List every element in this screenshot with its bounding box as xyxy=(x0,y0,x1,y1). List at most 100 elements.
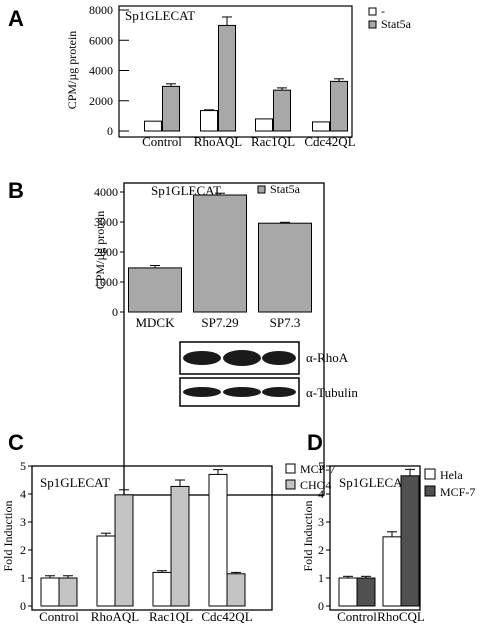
y-axis-label-a: CPM/µg protein xyxy=(65,31,79,110)
x-tick-label-b: MDCK xyxy=(135,315,175,330)
y-axis-label-b: CPM/µg protein xyxy=(93,211,107,290)
y-tick-label-c: 0 xyxy=(20,599,26,613)
bar-c-0-2 xyxy=(152,571,172,607)
y-tick-label-d: 1 xyxy=(318,571,324,585)
y-tick-label-b: 2000 xyxy=(94,245,118,259)
y-tick-label-d: 3 xyxy=(318,515,324,529)
y-tick-label-d: 5 xyxy=(318,459,324,473)
bar-b-0-0 xyxy=(128,267,182,313)
legend-swatch-c-0 xyxy=(285,463,296,474)
bar-a-1-2 xyxy=(273,89,291,132)
y-tick-label-a: 4000 xyxy=(89,64,113,78)
y-tick-label-c: 2 xyxy=(20,543,26,557)
y-tick-label-a: 2000 xyxy=(89,94,113,108)
chart-title-c: Sp1GLECAT xyxy=(40,475,110,490)
plot-frame-a xyxy=(118,5,353,138)
plot-frame-c xyxy=(31,465,273,611)
blot-rhoa-band-3 xyxy=(262,351,296,365)
chart-b: 0 1000 2000 3000 4000 CPM/µg protein Sp1GLECAT… xyxy=(93,182,325,496)
legend-label-b-0: Stat5a xyxy=(270,182,301,196)
blot-rhoa-band-1 xyxy=(183,351,221,365)
blot-label-rhoa: α-RhoA xyxy=(306,350,349,365)
x-tick-label-b: SP7.3 xyxy=(270,315,301,330)
legend-swatch-c-1 xyxy=(285,479,296,490)
legend-label-d-0: Hela xyxy=(440,468,463,482)
y-tick-label-b: 0 xyxy=(112,305,118,319)
x-tick-label-c: Control xyxy=(39,609,79,624)
legend-swatch-d-0 xyxy=(424,468,436,480)
bar-c-1-2 xyxy=(170,485,190,607)
bar-d-1-0 xyxy=(356,577,376,607)
x-tick-label-a: Cdc42QL xyxy=(304,134,355,149)
blot-tubulin-band-3 xyxy=(262,387,296,397)
legend-label-d-1: MCF-7 xyxy=(440,485,475,499)
chart-a: 0 2000 4000 6000 8000 CPM/µg protein Sp1GLECAT… xyxy=(65,3,412,149)
panel-letter-a: A xyxy=(8,6,24,31)
bar-c-1-3 xyxy=(226,573,246,607)
bar-d-0-0 xyxy=(338,577,358,607)
legend-label-c-1: CHO4 xyxy=(300,478,331,492)
blot-tubulin-band-2 xyxy=(223,387,261,397)
x-tick-label-d: Control xyxy=(337,609,377,624)
chart-d: 0 1 2 3 4 5 Fold Induction Sp1GLECAT Control RhoC… xyxy=(301,459,475,624)
chart-c: 0 1 2 3 4 5 Fold Induction Sp1GLECAT Control RhoA… xyxy=(1,459,335,624)
bar-c-0-1 xyxy=(96,535,116,607)
x-tick-label-c: RhoAQL xyxy=(91,609,139,624)
bar-a-0-3 xyxy=(312,121,330,132)
western-blot: α-RhoA α-Tubulin xyxy=(179,341,358,407)
bar-c-0-0 xyxy=(40,577,60,607)
bar-c-0-3 xyxy=(208,473,228,607)
bar-c-1-1 xyxy=(114,494,134,607)
blot-rhoa-band-2 xyxy=(223,350,261,366)
y-tick-label-c: 3 xyxy=(20,515,26,529)
y-tick-label-c: 4 xyxy=(20,487,26,501)
chart-title-a: Sp1GLECAT xyxy=(125,8,195,23)
bar-c-1-0 xyxy=(58,577,78,607)
bar-b-0-1 xyxy=(193,194,247,313)
blot-label-tubulin: α-Tubulin xyxy=(306,385,358,400)
bar-d-1-1 xyxy=(400,475,420,607)
bar-a-0-0 xyxy=(144,120,162,132)
bar-a-1-0 xyxy=(162,85,180,132)
panel-letter-c: C xyxy=(8,430,24,455)
panel-letter-d: D xyxy=(307,430,323,455)
x-tick-label-c: Cdc42QL xyxy=(201,609,252,624)
y-tick-label-c: 5 xyxy=(20,459,26,473)
bar-a-0-2 xyxy=(255,118,273,132)
legend-swatch-a-0 xyxy=(368,7,377,16)
y-tick-label-b: 3000 xyxy=(94,215,118,229)
panel-letter-b: B xyxy=(8,178,24,203)
bar-a-1-1 xyxy=(218,24,236,132)
legend-label-a-0: - xyxy=(381,4,385,18)
y-tick-label-d: 4 xyxy=(318,487,324,501)
y-tick-label-a: 8000 xyxy=(89,3,113,17)
x-tick-label-a: RhoAQL xyxy=(194,134,242,149)
bar-d-0-1 xyxy=(382,536,402,607)
y-tick-label-b: 4000 xyxy=(94,185,118,199)
legend-swatch-a-1 xyxy=(368,20,377,29)
x-tick-label-a: Control xyxy=(142,134,182,149)
x-tick-label-b: SP7.29 xyxy=(201,315,238,330)
bar-a-1-3 xyxy=(330,80,348,132)
legend-swatch-b-0 xyxy=(257,185,266,194)
y-axis-label-c: Fold Induction xyxy=(1,501,15,572)
y-tick-label-a: 0 xyxy=(107,124,113,138)
y-tick-label-a: 6000 xyxy=(89,33,113,47)
y-axis-label-d: Fold Induction xyxy=(301,501,315,572)
legend-swatch-d-1 xyxy=(424,485,436,497)
chart-title-d: Sp1GLECAT xyxy=(339,475,409,490)
x-tick-label-a: Rac1QL xyxy=(251,134,295,149)
plot-frame-d xyxy=(329,465,421,611)
legend-label-a-1: Stat5a xyxy=(381,17,412,31)
x-tick-label-d: RhoCQL xyxy=(377,609,425,624)
blot-tubulin-band-1 xyxy=(183,387,221,397)
y-tick-label-d: 0 xyxy=(318,599,324,613)
bar-b-0-2 xyxy=(258,222,312,313)
y-tick-label-c: 1 xyxy=(20,571,26,585)
y-tick-label-b: 1000 xyxy=(94,275,118,289)
bar-a-0-1 xyxy=(200,110,218,132)
x-tick-label-c: Rac1QL xyxy=(149,609,193,624)
y-tick-label-d: 2 xyxy=(318,543,324,557)
chart-title-b: Sp1GLECAT xyxy=(151,183,221,198)
